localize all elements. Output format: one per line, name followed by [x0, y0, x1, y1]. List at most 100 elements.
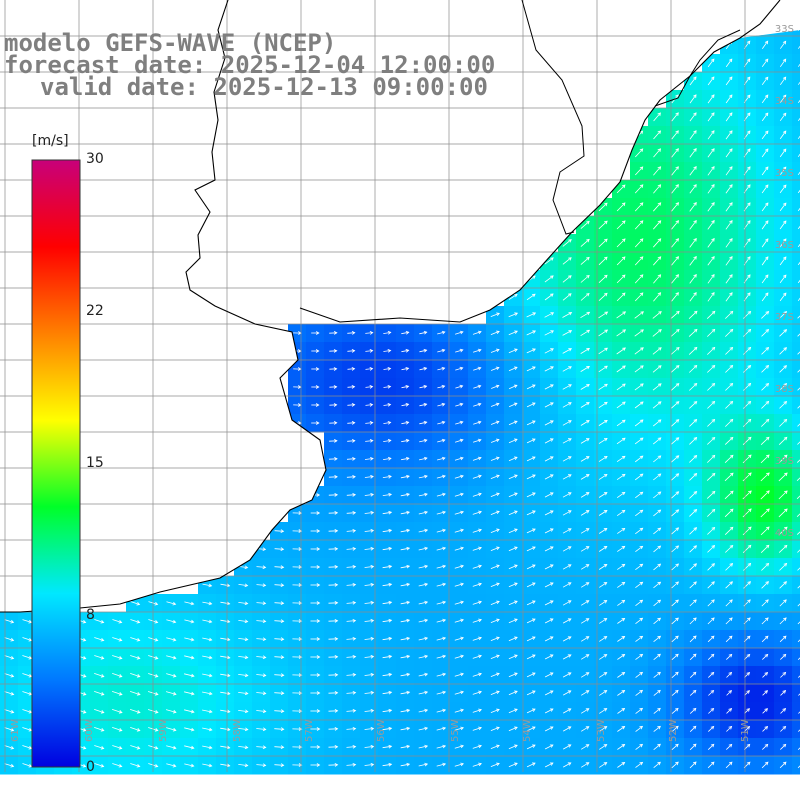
wind-speed-cell	[792, 234, 800, 253]
wind-speed-cell	[792, 378, 800, 397]
wind-arrow	[129, 709, 141, 714]
wind-arrow	[202, 727, 213, 732]
wind-arrow	[490, 618, 500, 623]
wind-arrow	[689, 292, 697, 302]
wind-arrow	[652, 401, 662, 409]
wind-arrow	[256, 565, 267, 570]
wind-arrow	[401, 420, 410, 425]
wind-arrow	[671, 130, 679, 140]
lon-label: 58W	[232, 719, 243, 742]
wind-arrow	[454, 654, 464, 659]
wind-arrow	[635, 166, 644, 176]
coastline-path	[0, 0, 327, 613]
wind-speed-cell	[792, 306, 800, 325]
wind-arrow	[653, 671, 661, 678]
wind-arrow	[419, 420, 428, 425]
wind-arrow	[238, 727, 249, 732]
wind-arrow	[346, 583, 357, 587]
wind-arrow	[634, 455, 644, 463]
wind-arrow	[418, 708, 429, 713]
wind-arrow	[400, 672, 411, 677]
wind-arrow	[544, 312, 555, 318]
wind-arrow	[562, 366, 572, 372]
wind-arrow	[347, 403, 356, 407]
wind-arrow	[761, 220, 769, 230]
wind-arrow	[310, 709, 321, 713]
wind-arrow	[653, 617, 662, 625]
wind-arrow	[689, 689, 697, 696]
wind-arrow	[743, 562, 752, 571]
wind-arrow	[419, 366, 428, 371]
wind-arrow	[761, 617, 769, 625]
wind-arrow	[652, 365, 662, 373]
wind-speed-cell	[792, 558, 800, 577]
wind-arrow	[490, 744, 500, 749]
wind-arrow	[742, 436, 752, 445]
wind-arrow	[310, 529, 321, 533]
wind-arrow	[508, 726, 518, 732]
wind-arrow	[689, 671, 697, 678]
wind-arrow	[779, 617, 787, 625]
wind-speed-cell	[792, 90, 800, 109]
wind-arrow	[4, 745, 15, 750]
wind-arrow	[562, 600, 572, 606]
wind-arrow	[526, 420, 536, 426]
wind-arrow	[599, 726, 608, 732]
wind-arrow	[725, 364, 734, 373]
lat-label: 33S	[774, 24, 794, 35]
wind-arrow	[671, 112, 679, 122]
wind-arrow	[94, 691, 105, 696]
wind-arrow	[779, 401, 788, 409]
wind-arrow	[797, 243, 800, 248]
wind-arrow	[562, 239, 572, 247]
wind-arrow	[779, 76, 787, 86]
wind-arrow	[418, 546, 429, 551]
wind-arrow	[598, 546, 608, 552]
wind-arrow	[562, 564, 572, 570]
wind-arrow	[400, 690, 411, 695]
wind-arrow	[708, 707, 715, 714]
wind-arrow	[364, 528, 375, 533]
wind-arrow	[598, 292, 608, 301]
wind-arrow	[707, 58, 715, 68]
wind-arrow	[616, 473, 626, 481]
wind-arrow	[580, 510, 590, 516]
wind-arrow	[202, 601, 213, 606]
wind-arrow	[220, 637, 231, 642]
wind-arrow	[761, 40, 769, 50]
wind-arrow	[436, 564, 447, 569]
wind-arrow	[689, 725, 697, 732]
wind-arrow	[707, 436, 716, 445]
wind-arrow	[707, 743, 715, 750]
wind-arrow	[616, 455, 626, 463]
wind-arrow	[526, 330, 537, 336]
wind-arrow	[418, 510, 428, 515]
wind-arrow	[706, 490, 716, 499]
wind-arrow	[94, 727, 105, 732]
wind-arrow	[112, 655, 123, 660]
wind-arrow	[202, 745, 213, 750]
wind-arrow	[599, 690, 608, 696]
wind-arrow	[472, 654, 482, 659]
wind-arrow	[202, 637, 213, 642]
wind-arrow	[635, 653, 644, 660]
wind-arrow	[724, 526, 734, 535]
wind-arrow	[490, 330, 500, 335]
wind-arrow	[165, 691, 177, 696]
wind-arrow	[725, 202, 733, 212]
wind-arrow	[779, 635, 787, 643]
wind-arrow	[256, 583, 267, 588]
wind-arrow	[616, 509, 626, 517]
wind-arrow	[616, 274, 626, 284]
wind-arrow	[454, 564, 464, 569]
wind-arrow	[184, 691, 195, 696]
wind-arrow	[328, 673, 339, 677]
wind-arrow	[743, 382, 752, 391]
wind-arrow	[652, 347, 662, 355]
wind-arrow	[490, 708, 500, 713]
wind-arrow	[779, 166, 787, 176]
wind-arrow	[707, 292, 715, 302]
wind-arrow	[346, 655, 357, 659]
coastline-path	[299, 0, 781, 323]
